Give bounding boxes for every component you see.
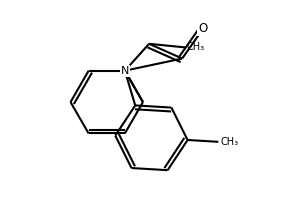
Text: N: N (121, 66, 129, 76)
Text: O: O (198, 22, 208, 35)
Text: CH₃: CH₃ (221, 137, 239, 147)
Text: CH₃: CH₃ (187, 42, 205, 52)
